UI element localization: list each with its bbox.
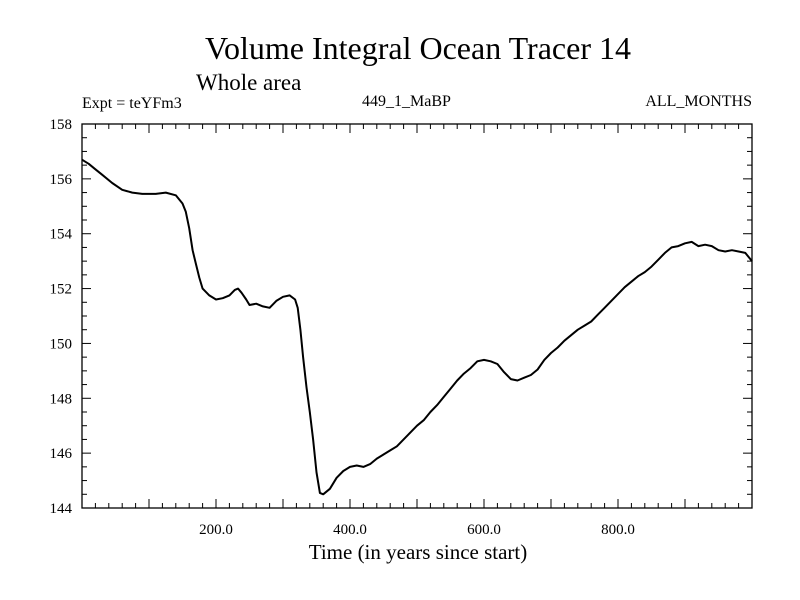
x-axis-label: Time (in years since start) [308,540,528,564]
y-tick-label: 148 [50,391,73,407]
plot-frame [81,123,753,509]
y-tick-label: 154 [50,227,73,243]
y-tick-label: 150 [50,336,73,352]
x-tick-label: 200.0 [199,522,233,538]
y-tick-label: 144 [50,501,73,517]
chart-title: Volume Integral Ocean Tracer 14 [205,30,631,66]
y-tick-label: 152 [50,282,73,298]
chart-subtitle: Whole area [196,70,302,95]
y-tick-label: 156 [50,172,73,188]
y-tick-label: 158 [50,117,73,133]
x-tick-label: 400.0 [333,522,367,538]
experiment-label: Expt = teYFm3 [82,95,182,112]
y-tick-label: 146 [50,446,73,462]
data-series-line [81,158,753,496]
axis-ticks [81,123,753,509]
run-id-label: 449_1_MaBP [362,93,451,110]
x-tick-label: 600.0 [467,522,501,538]
x-tick-labels: 200.0 400.0 600.0 800.0 [199,522,635,538]
x-tick-label: 800.0 [601,522,635,538]
months-label: ALL_MONTHS [645,93,752,110]
y-tick-labels: 144 146 148 150 152 154 156 158 [50,117,73,517]
